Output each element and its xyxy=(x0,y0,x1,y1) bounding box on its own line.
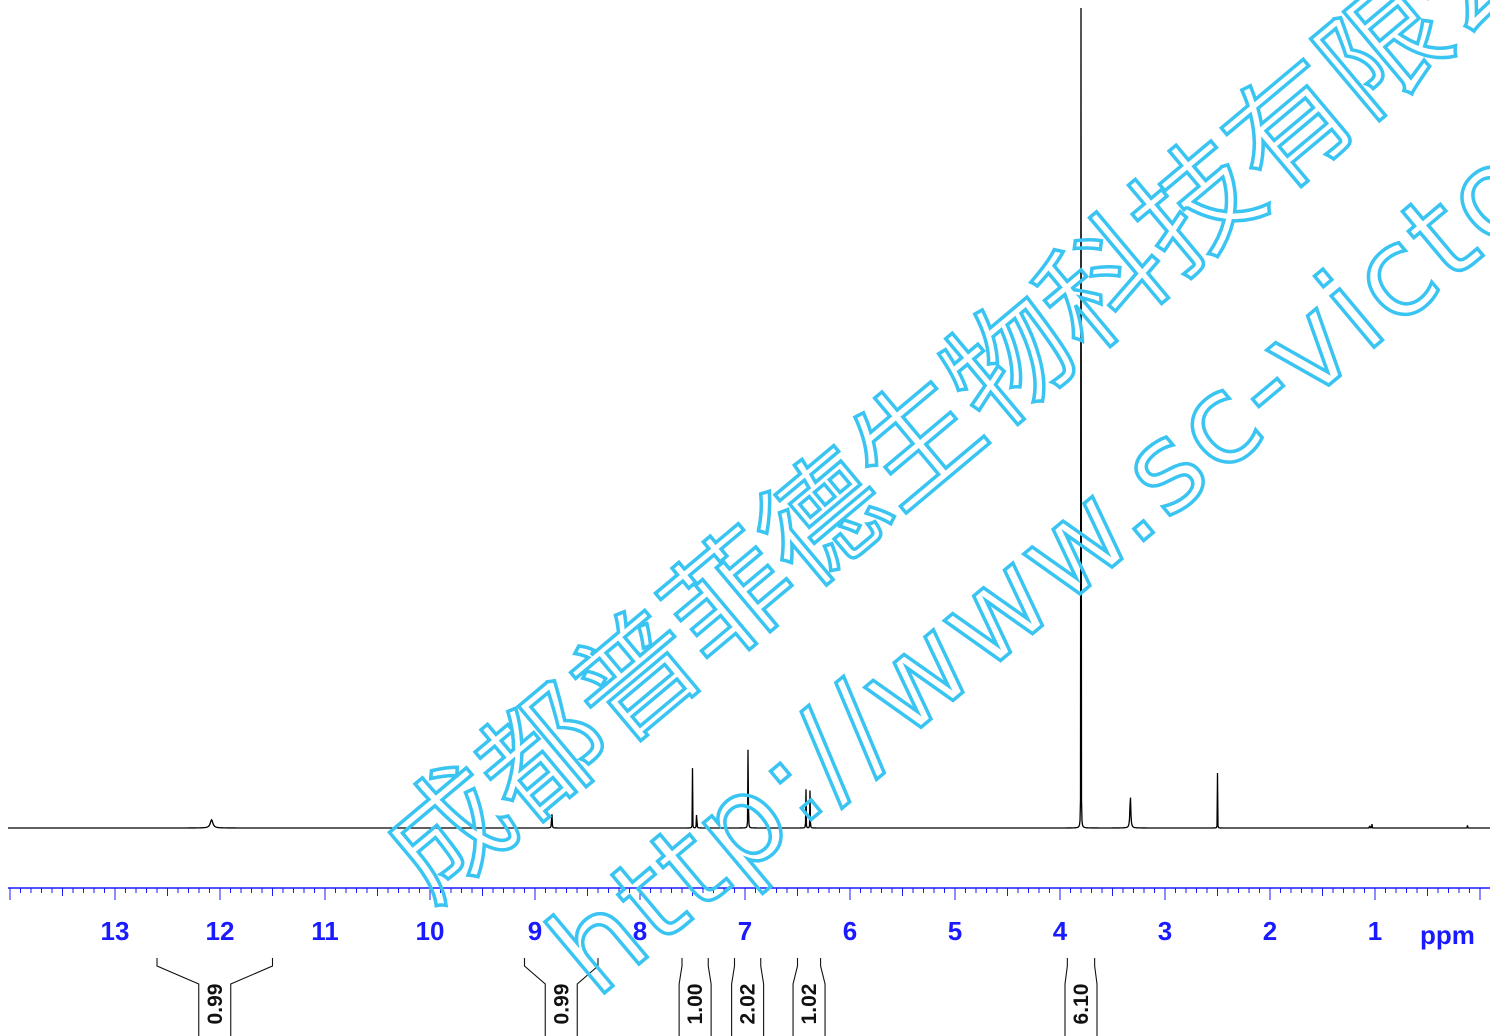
tick-label: 7 xyxy=(738,916,752,946)
tick-label: 5 xyxy=(948,916,962,946)
tick-label: 11 xyxy=(311,916,339,946)
tick-label: 13 xyxy=(101,916,130,946)
spectrum-trace xyxy=(8,7,1490,829)
watermark-company-name: 成都普菲德生物科技有限公司 xyxy=(357,0,1490,927)
integral-bracket: 0.99 xyxy=(523,958,599,1036)
x-axis-label: ppm xyxy=(1420,920,1475,950)
watermark: 成都普菲德生物科技有限公司 http://www.sc-victory.com xyxy=(356,0,1490,1024)
tick-label: 6 xyxy=(843,916,857,946)
tick-label: 9 xyxy=(528,916,542,946)
integral-bracket: 6.10 xyxy=(1064,958,1098,1036)
integral-bracket: 0.99 xyxy=(156,958,274,1036)
tick-label: 3 xyxy=(1158,916,1172,946)
integral-value: 2.02 xyxy=(737,984,760,1025)
integral-bracket: 2.02 xyxy=(731,958,765,1036)
tick-label: 2 xyxy=(1263,916,1277,946)
tick-label: 12 xyxy=(206,916,235,946)
integral-value: 1.02 xyxy=(798,984,821,1025)
tick-label: 4 xyxy=(1053,916,1068,946)
tick-label: 1 xyxy=(1368,916,1382,946)
tick-label: 8 xyxy=(633,916,647,946)
integral-bracket: 1.00 xyxy=(678,958,712,1036)
integral-value: 6.10 xyxy=(1070,984,1093,1025)
integral-value: 0.99 xyxy=(550,984,573,1025)
integral-bracket: 1.02 xyxy=(792,958,826,1036)
ppm-axis-labels: 13 12 11 10 9 8 7 6 5 4 3 2 1 ppm xyxy=(101,916,1475,950)
integral-markers: 0.99 0.99 1.00 2.02 1.02 6.10 xyxy=(156,958,1098,1036)
tick-label: 10 xyxy=(416,916,445,946)
ppm-axis xyxy=(8,887,1490,900)
integral-value: 1.00 xyxy=(684,984,707,1025)
integral-value: 0.99 xyxy=(204,984,227,1025)
